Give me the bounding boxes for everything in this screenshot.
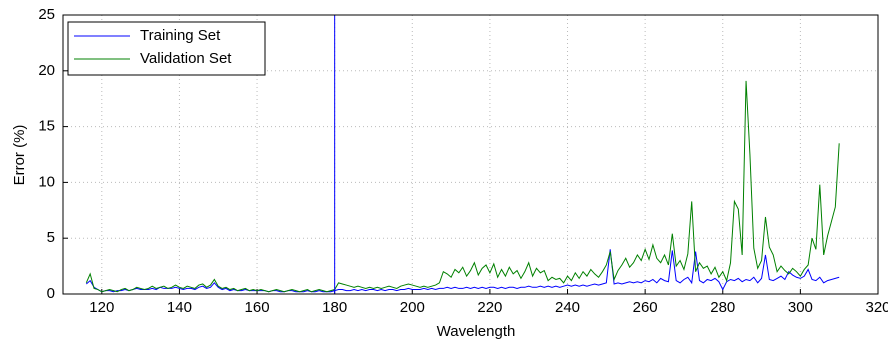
x-tick-label: 320 [865, 299, 888, 316]
series-line [85, 249, 840, 293]
x-tick-label: 240 [555, 299, 580, 316]
y-tick-label: 20 [38, 62, 55, 79]
y-tick-label: 10 [38, 173, 55, 190]
y-tick-label: 15 [38, 118, 55, 135]
legend-label: Training Set [140, 27, 221, 44]
x-tick-label: 300 [788, 299, 813, 316]
y-tick-label: 0 [47, 285, 55, 302]
y-tick-label: 25 [38, 6, 55, 23]
plot-frame [62, 14, 879, 295]
x-tick-label: 120 [89, 299, 114, 316]
y-axis-label: Error (%) [11, 125, 28, 186]
x-tick-label: 280 [710, 299, 735, 316]
legend-box [67, 21, 266, 76]
series-line [85, 80, 840, 293]
legend-label: Validation Set [140, 50, 232, 67]
x-tick-label: 180 [322, 299, 347, 316]
x-tick-label: 160 [245, 299, 270, 316]
x-axis-label: Wavelength [437, 323, 516, 340]
x-tick-label: 220 [477, 299, 502, 316]
y-tick-label: 5 [47, 229, 55, 246]
x-tick-label: 260 [633, 299, 658, 316]
x-tick-label: 140 [167, 299, 192, 316]
x-tick-label: 200 [400, 299, 425, 316]
